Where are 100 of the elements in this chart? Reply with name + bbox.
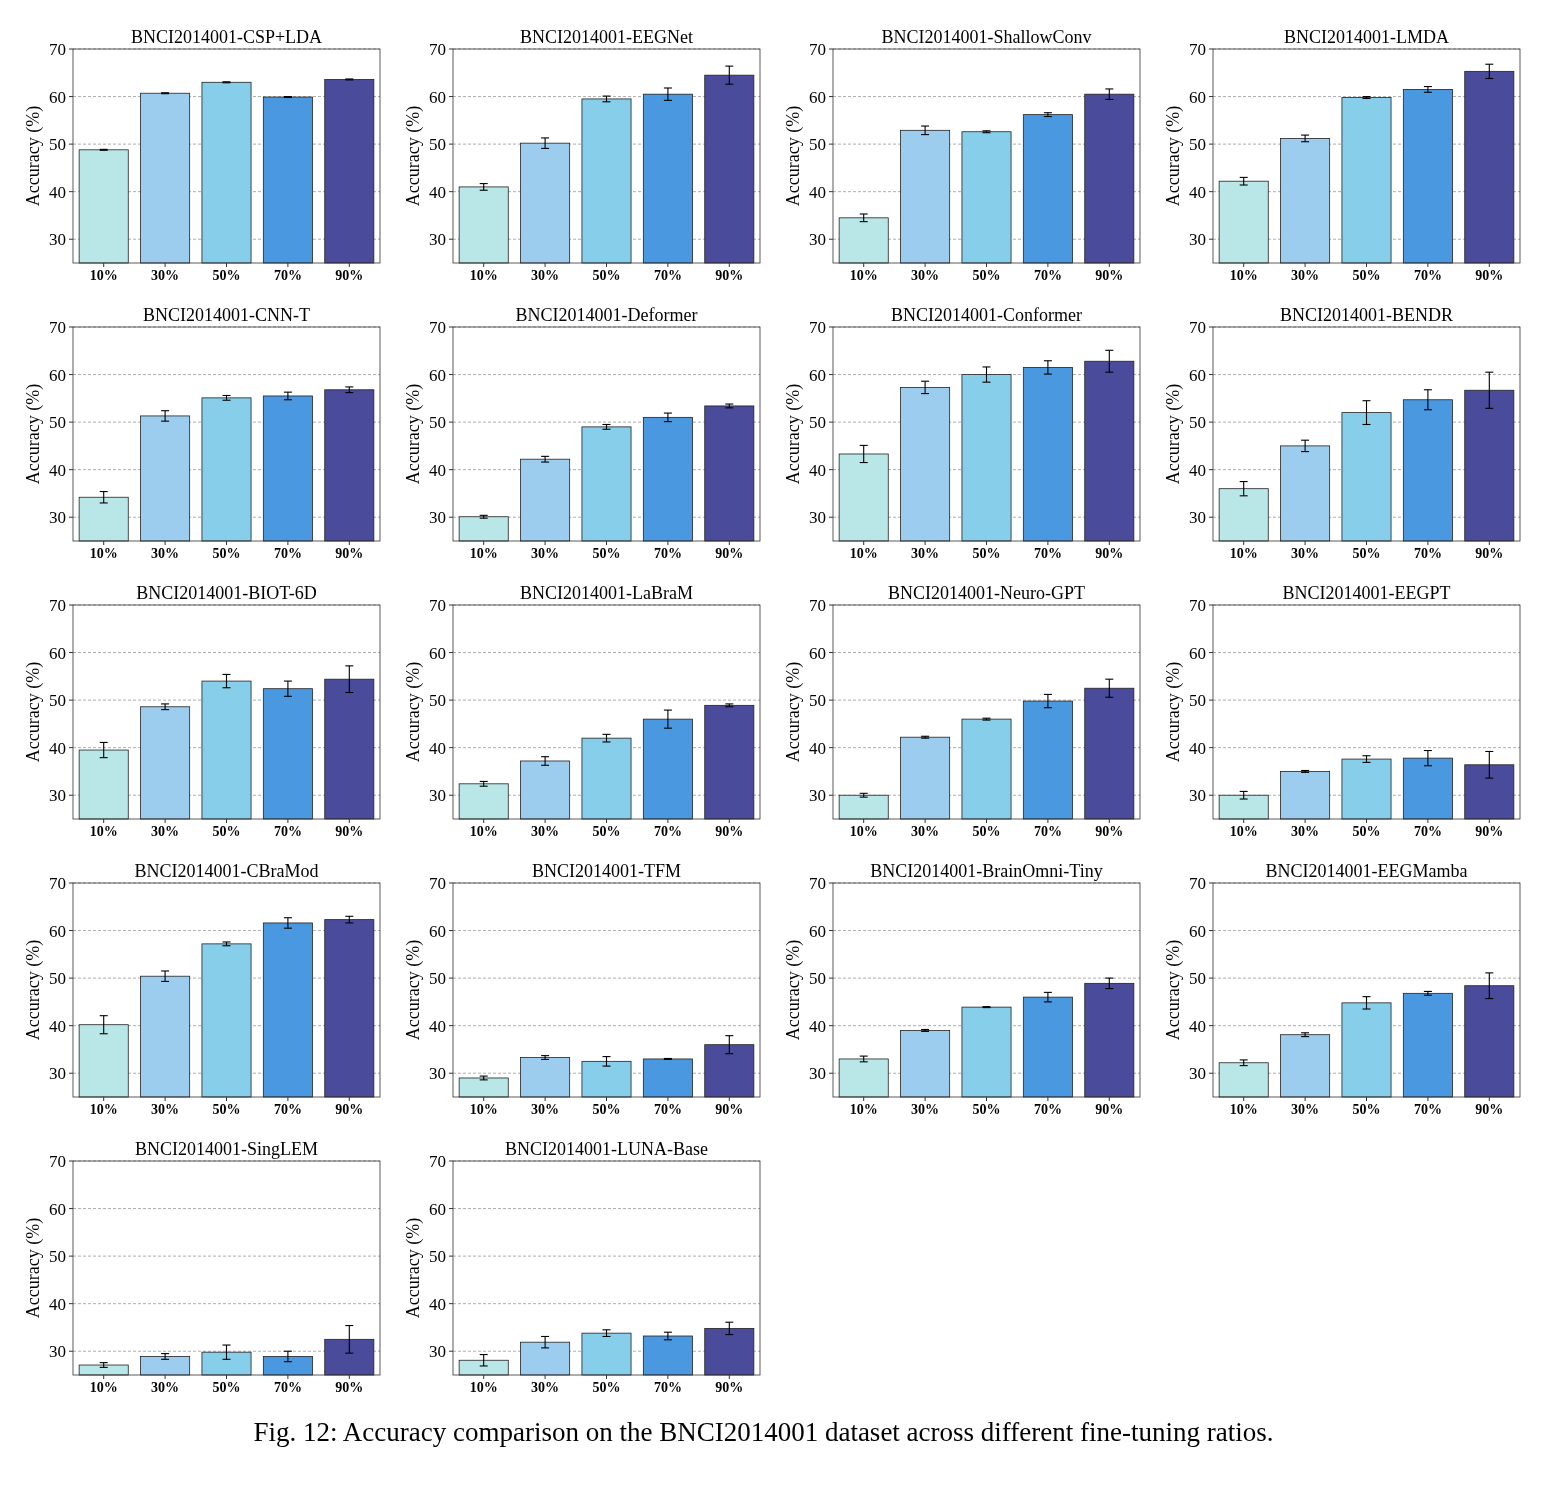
x-tick-label: 70% [1033, 268, 1062, 283]
y-tick-label: 50 [429, 413, 446, 433]
chart-title: BNCI2014001-TFM [531, 861, 682, 881]
y-tick-label: 60 [1189, 365, 1206, 385]
y-axis-title: Accuracy (%) [1163, 105, 1184, 207]
x-tick-label: 90% [1475, 824, 1504, 839]
x-tick-label: 10% [89, 1380, 118, 1395]
x-tick-label: 50% [1352, 268, 1381, 283]
y-axis-title: Accuracy (%) [403, 383, 424, 485]
y-tick-label: 70 [809, 317, 826, 337]
y-tick-label: 50 [1189, 413, 1206, 433]
x-tick-label: 30% [151, 268, 180, 283]
y-tick-label: 70 [1189, 39, 1206, 59]
chart-title: BNCI2014001-BENDR [1279, 305, 1454, 325]
x-tick-label: 90% [335, 1380, 364, 1395]
y-tick-label: 70 [429, 873, 446, 893]
y-axis-title: Accuracy (%) [23, 939, 44, 1041]
y-tick-label: 40 [429, 1294, 446, 1314]
x-tick-label: 30% [1291, 1102, 1320, 1117]
x-tick-label: 10% [469, 1102, 498, 1117]
y-tick-label: 40 [49, 460, 66, 480]
y-tick-label: 60 [809, 921, 826, 941]
y-tick-label: 50 [49, 691, 66, 711]
x-tick-label: 10% [89, 1102, 118, 1117]
chart-title: BNCI2014001-CNN-T [143, 305, 310, 325]
y-tick-label: 40 [429, 460, 446, 480]
x-tick-label: 50% [1352, 824, 1381, 839]
y-tick-label: 60 [809, 87, 826, 107]
x-tick-label: 70% [1413, 824, 1442, 839]
y-tick-label: 70 [429, 1151, 446, 1171]
x-tick-label: 10% [89, 268, 118, 283]
x-tick-label: 30% [531, 268, 560, 283]
x-tick-label: 90% [335, 824, 364, 839]
y-tick-label: 30 [49, 1064, 66, 1084]
y-tick-label: 30 [429, 230, 446, 250]
x-tick-label: 70% [653, 1102, 682, 1117]
x-tick-label: 70% [653, 824, 682, 839]
x-tick-label: 70% [1033, 1102, 1062, 1117]
x-tick-label: 90% [1475, 268, 1504, 283]
x-tick-label: 70% [273, 268, 302, 283]
y-tick-label: 30 [809, 1064, 826, 1084]
y-tick-label: 50 [1189, 969, 1206, 989]
y-axis-title: Accuracy (%) [783, 939, 804, 1041]
x-tick-label: 70% [653, 1380, 682, 1395]
x-tick-label: 10% [89, 546, 118, 561]
x-tick-label: 50% [212, 1102, 241, 1117]
x-tick-label: 70% [1413, 546, 1442, 561]
y-axis-title: Accuracy (%) [403, 939, 424, 1041]
x-tick-label: 10% [849, 268, 878, 283]
y-tick-label: 50 [1189, 135, 1206, 155]
x-tick-label: 70% [273, 1102, 302, 1117]
x-tick-label: 70% [653, 546, 682, 561]
x-tick-label: 50% [972, 268, 1001, 283]
x-tick-label: 10% [469, 824, 498, 839]
x-tick-label: 30% [531, 1380, 560, 1395]
y-tick-label: 50 [809, 413, 826, 433]
y-axis-title: Accuracy (%) [783, 105, 804, 207]
y-tick-label: 60 [429, 921, 446, 941]
y-tick-label: 50 [809, 691, 826, 711]
x-tick-label: 10% [89, 824, 118, 839]
y-tick-label: 40 [1189, 1016, 1206, 1036]
x-tick-label: 90% [1095, 546, 1124, 561]
x-tick-label: 70% [653, 268, 682, 283]
x-tick-label: 90% [1475, 546, 1504, 561]
y-axis-title: Accuracy (%) [783, 383, 804, 485]
x-tick-label: 90% [1475, 1102, 1504, 1117]
x-tick-label: 70% [273, 824, 302, 839]
y-tick-label: 70 [809, 39, 826, 59]
y-tick-label: 50 [429, 1247, 446, 1267]
y-tick-label: 70 [49, 317, 66, 337]
x-tick-label: 70% [1413, 1102, 1442, 1117]
y-tick-label: 50 [49, 969, 66, 989]
chart-title: BNCI2014001-CBraMod [134, 861, 319, 881]
x-tick-label: 90% [335, 268, 364, 283]
y-tick-label: 30 [429, 1064, 446, 1084]
y-tick-label: 50 [429, 135, 446, 155]
x-tick-label: 70% [1413, 268, 1442, 283]
chart-title: BNCI2014001-EEGMamba [1265, 861, 1468, 881]
y-tick-label: 50 [809, 969, 826, 989]
y-tick-label: 30 [809, 508, 826, 528]
x-tick-label: 70% [1033, 824, 1062, 839]
y-tick-label: 40 [1189, 182, 1206, 202]
y-axis-title: Accuracy (%) [1163, 939, 1184, 1041]
x-tick-label: 10% [1229, 546, 1258, 561]
x-tick-label: 30% [911, 1102, 940, 1117]
y-tick-label: 70 [49, 1151, 66, 1171]
caption: Fig. 12: Accuracy comparison on the BNCI2014001 dataset across different fine-tuning ratios. [253, 1417, 1274, 1447]
y-tick-label: 50 [809, 135, 826, 155]
x-tick-label: 70% [1033, 546, 1062, 561]
chart-title: BNCI2014001-BrainOmni-Tiny [870, 861, 1103, 881]
y-tick-label: 30 [429, 1342, 446, 1362]
y-tick-label: 70 [1189, 317, 1206, 337]
chart-title: BNCI2014001-ShallowConv [881, 27, 1092, 47]
y-tick-label: 50 [49, 135, 66, 155]
y-tick-label: 60 [429, 1199, 446, 1219]
y-tick-label: 50 [49, 413, 66, 433]
y-tick-label: 70 [49, 595, 66, 615]
x-tick-label: 30% [151, 1380, 180, 1395]
x-tick-label: 10% [1229, 268, 1258, 283]
y-axis-title: Accuracy (%) [1163, 383, 1184, 485]
